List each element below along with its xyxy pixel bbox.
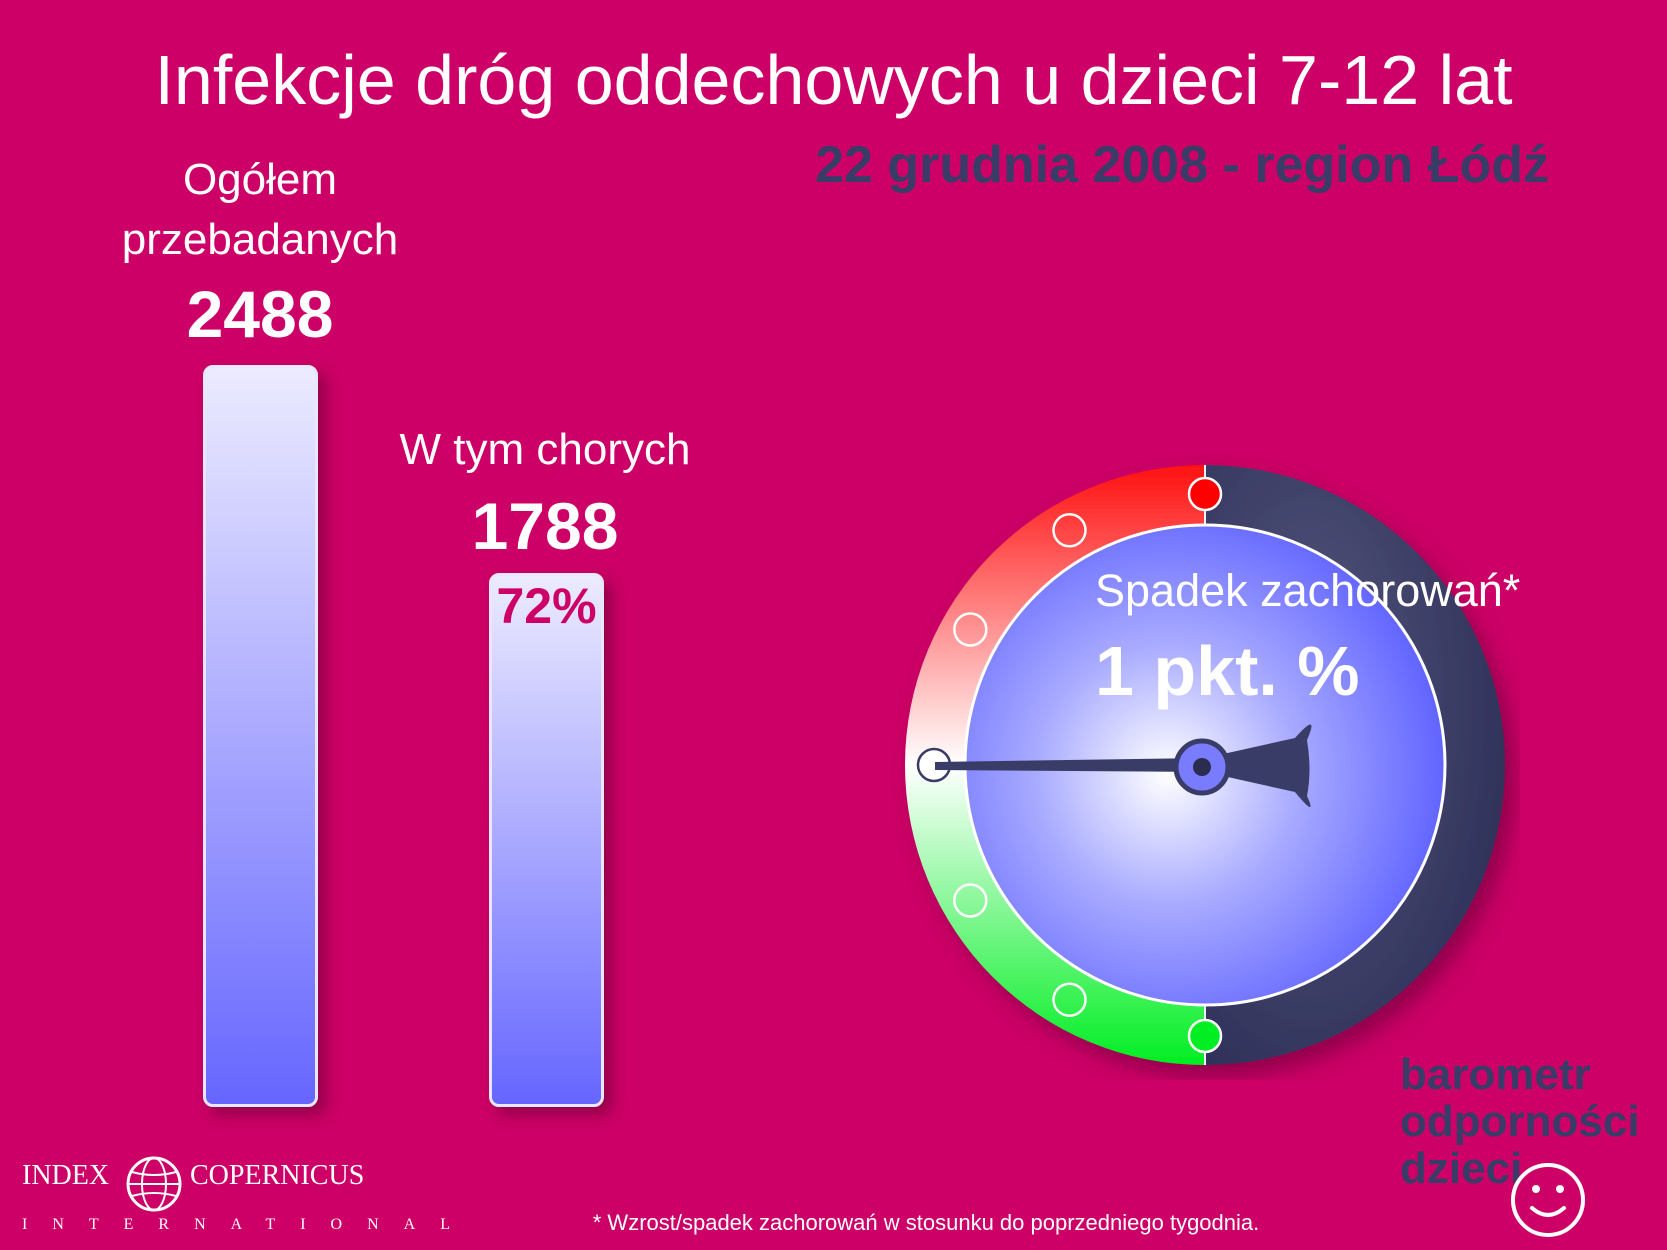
sick-bar (489, 573, 604, 1107)
smiley-icon (1511, 1163, 1585, 1237)
page-subtitle: 22 grudnia 2008 - region Łódź (815, 136, 1549, 194)
logo-index: INDEX (22, 1160, 110, 1191)
total-label-line2: przebadanych (121, 215, 399, 264)
gauge-value: 1 pkt. % (1095, 632, 1360, 710)
gauge-needle (935, 724, 1312, 808)
globe-icon (126, 1156, 182, 1212)
needle-pointer (935, 758, 1205, 772)
page-title: Infekcje dróg oddechowych u dzieci 7-12 … (154, 41, 1513, 119)
brand-line2: odporności (1400, 1097, 1640, 1146)
gauge-scale (916, 476, 1223, 1054)
logo-copernicus: COPERNICUS (190, 1160, 365, 1191)
gauge-marker (1052, 982, 1087, 1017)
total-value: 2488 (186, 277, 334, 351)
sick-label: W tym chorych (399, 425, 691, 474)
logo-international: INTERNATIONAL (22, 1216, 475, 1233)
footnote: * Wzrost/spadek zachorowań w stosunku do… (592, 1210, 1260, 1235)
gauge-marker (1187, 1018, 1223, 1054)
total-label-line1: Ogółem (182, 155, 338, 204)
gauge-marker (953, 612, 988, 647)
gauge (905, 465, 1505, 1065)
brand-line3: dzieci (1400, 1144, 1523, 1193)
gauge-label: Spadek zachorowań* (1095, 565, 1521, 616)
total-bar (203, 365, 318, 1107)
gauge-marker (1187, 476, 1223, 512)
needle-hub-center (1193, 758, 1211, 776)
gauge-marker (953, 883, 988, 918)
brand-line1: barometr (1400, 1050, 1591, 1099)
sick-percent: 72% (496, 578, 597, 634)
total-label: Ogółem przebadanych (90, 150, 430, 270)
needle-tail (1205, 724, 1312, 808)
sick-value: 1788 (471, 489, 619, 563)
gauge-marker (1052, 513, 1087, 548)
